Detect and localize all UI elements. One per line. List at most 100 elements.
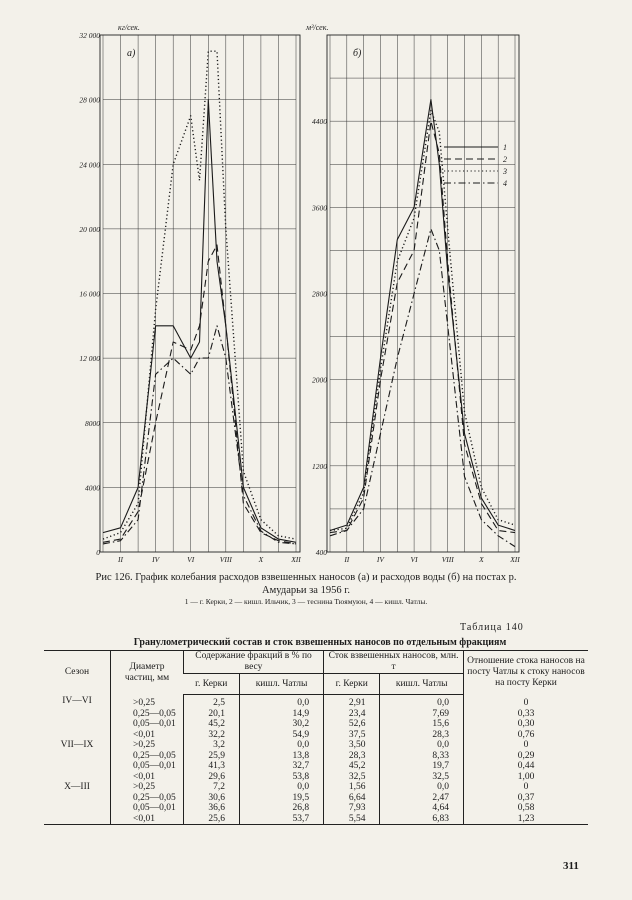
cell-ratio: 0 [463,694,588,709]
y-tick-label: 4400 [312,117,327,126]
y-tick-label: 2000 [312,376,327,385]
cell-diam: 0,05—0,01 [110,719,184,730]
cell-flow-kerki: 3,50 [323,740,380,751]
cell-season [44,803,111,814]
cell-diam: 0,25—0,05 [110,750,184,761]
cell-diam: >0,25 [110,782,184,793]
cell-flow-kerki: 1,56 [323,782,380,793]
cell-season [44,772,111,783]
panel-a-sediment-discharge: 32 000 28 000 24 000 20 000 16 000 12 000 8000… [78,23,301,564]
cell-ratio: 1,00 [463,771,588,782]
x-tick-label: II [117,555,123,564]
table-row: 0,05—0,01 45,2 30,2 52,6 15,6 0,30 [44,719,588,730]
y-tick-label: 400 [316,548,328,557]
cell-flow-chatly: 2,47 [379,792,464,803]
series-line-4 [329,228,516,548]
series-line-3 [329,109,516,532]
header-flow-chatly: кишл. Чатлы [379,673,464,695]
figure-126: 32 000 28 000 24 000 20 000 16 000 12 000 8000… [78,23,520,564]
cell-content-kerki: 3,2 [183,740,240,751]
table-row: IV—VI >0,25 2,5 0,0 2,91 0,0 0 [44,694,588,709]
cell-season [44,719,111,730]
cell-content-chatly: 54,9 [238,729,324,740]
cell-content-chatly: 19,5 [238,792,324,803]
y-tick-label: 1200 [312,462,327,471]
cell-flow-kerki: 6,64 [323,792,380,803]
cell-content-chatly: 30,2 [238,719,324,730]
cell-content-kerki: 2,5 [183,694,240,709]
x-tick-label: VI [411,555,419,564]
table-row: <0,01 29,6 53,8 32,5 32,5 1,00 [44,771,588,783]
cell-content-kerki: 7,2 [183,782,240,793]
legend-label: 2 [503,155,507,164]
header-flow-kerki: г. Керки [323,673,380,695]
table-row: X—III >0,25 7,2 0,0 1,56 0,0 0 [44,782,588,793]
cell-season [44,730,111,741]
header-flow: Сток взвешенных наносов, млн. т [323,650,464,674]
cell-diam: 0,05—0,01 [110,761,184,772]
cell-diam: >0,25 [110,694,184,709]
cell-flow-kerki: 45,2 [323,761,380,772]
cell-ratio: 1,23 [463,813,588,825]
cell-season: X—III [64,782,90,792]
cell-flow-chatly: 0,0 [379,694,464,709]
cell-flow-chatly: 28,3 [379,729,464,740]
y-tick-label: 20 000 [79,225,100,234]
cell-season [44,751,111,762]
y-tick-label: 0 [96,548,100,557]
y-tick-label: 8000 [85,419,100,428]
cell-content-kerki: 30,6 [183,792,240,803]
cell-content-kerki: 32,2 [183,729,240,740]
cell-flow-kerki: 52,6 [323,719,380,730]
header-diameter: Диаметр частиц, мм [110,650,184,695]
cell-diam: >0,25 [110,740,184,751]
x-tick-label: IV [376,555,385,564]
table-row: 0,05—0,01 41,3 32,7 45,2 19,7 0,44 [44,761,588,772]
cell-season [44,709,111,720]
y-tick-label: 24 000 [79,160,100,169]
cell-flow-chatly: 0,0 [379,740,464,751]
y-tick-label: 2800 [312,290,327,299]
cell-flow-kerki: 7,93 [323,803,380,814]
header-season: Сезон [44,650,111,695]
cell-season: VII—IX [60,740,94,750]
table-row: <0,01 32,2 54,9 37,5 28,3 0,76 [44,729,588,741]
cell-flow-chatly: 15,6 [379,719,464,730]
cell-flow-chatly: 8,33 [379,750,464,761]
cell-flow-chatly: 6,83 [379,813,464,825]
legend-caption: 1 — г. Керки, 2 — кишл. Ильчик, 3 — тесн… [184,597,428,606]
cell-diam: 0,25—0,05 [110,792,184,803]
header-ratio: Отношение стока наносов на посту Чатлы к… [463,650,588,695]
cell-content-chatly: 14,9 [238,708,324,719]
panel-b-letter: б) [353,48,362,59]
cell-content-chatly: 32,7 [238,761,324,772]
cell-flow-chatly: 4,64 [379,803,464,814]
cell-flow-kerki: 32,5 [323,771,380,782]
header-content-kerki: г. Керки [183,673,240,695]
cell-ratio: 0,37 [463,792,588,803]
cell-content-chatly: 0,0 [238,740,324,751]
table-number: Таблица 140 [460,622,524,633]
cell-content-chatly: 0,0 [238,694,324,709]
series-line-2 [102,244,297,545]
x-tick-label: VI [187,555,195,564]
cell-content-kerki: 45,2 [183,719,240,730]
cell-season [44,793,111,804]
cell-diam: <0,01 [110,813,184,825]
cell-content-kerki: 25,6 [183,813,240,825]
cell-ratio: 0,44 [463,761,588,772]
cell-diam: <0,01 [110,771,184,782]
cell-flow-kerki: 37,5 [323,729,380,740]
legend-label: 1 [503,143,507,152]
panel-b-unit: м³/сек. [305,23,328,32]
legend-label: 4 [503,179,507,188]
cell-content-chatly: 0,0 [238,782,324,793]
cell-flow-kerki: 5,54 [323,813,380,825]
cell-ratio: 0 [463,740,588,751]
cell-ratio: 0,30 [463,719,588,730]
series-line-2 [329,120,516,534]
cell-flow-kerki: 28,3 [323,750,380,761]
cell-flow-kerki: 23,4 [323,708,380,719]
page-number: 311 [563,860,579,872]
cell-flow-kerki: 2,91 [323,694,380,709]
